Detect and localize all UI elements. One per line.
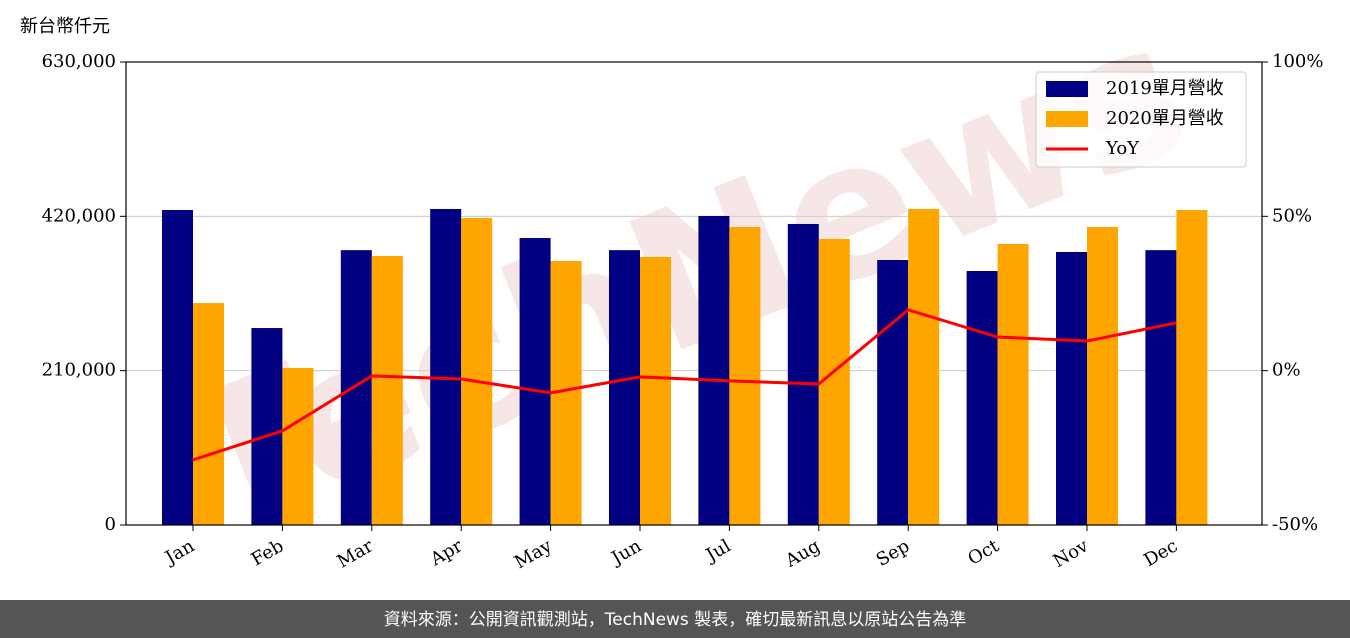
x-tick-label: Jan	[160, 535, 198, 569]
legend-label: 2020單月營收	[1106, 108, 1224, 129]
bar	[1176, 210, 1208, 526]
bar	[430, 208, 462, 525]
legend-label: YoY	[1105, 138, 1140, 159]
bar	[877, 259, 909, 525]
bar	[698, 215, 730, 525]
line	[192, 308, 1177, 462]
x-tick-label: Jun	[606, 535, 645, 570]
plot-frame	[125, 61, 1263, 526]
bar	[908, 208, 940, 525]
bar	[519, 238, 551, 525]
x-tick-label: Jul	[701, 535, 735, 567]
y-tick-label: 630,000	[42, 51, 116, 72]
bar	[162, 210, 193, 526]
bar	[282, 368, 314, 525]
x-tick-label: Oct	[964, 535, 1003, 570]
x-tick-label: Aug	[781, 535, 824, 572]
legend-swatch	[1046, 81, 1088, 97]
y2-tick-label: 50%	[1272, 205, 1312, 226]
legend-frame	[1035, 71, 1247, 168]
y-tick-label: 0	[105, 514, 116, 535]
y2-tick-label: 100%	[1272, 51, 1323, 72]
bar	[251, 328, 283, 525]
x-tick-label: Apr	[426, 535, 466, 570]
unit-label: 新台幣仟元	[20, 16, 110, 37]
x-tick-label: Dec	[1140, 535, 1181, 571]
bar	[818, 238, 850, 526]
bar	[609, 250, 640, 525]
bar	[729, 226, 761, 525]
x-tick-label: Nov	[1050, 535, 1093, 572]
bar	[640, 256, 671, 525]
y-tick-label: 210,000	[42, 360, 116, 381]
bar	[997, 243, 1029, 525]
x-tick-label: Mar	[334, 535, 378, 572]
bar	[787, 223, 819, 525]
bar	[340, 250, 372, 525]
bar	[193, 303, 224, 525]
footer-bar	[0, 600, 1350, 638]
bar	[1087, 226, 1118, 525]
y-tick-label: 420,000	[42, 205, 116, 226]
x-tick-label: May	[511, 535, 556, 573]
bar	[1056, 251, 1087, 525]
bar	[371, 256, 403, 525]
bar	[1145, 250, 1177, 525]
legend-label: 2019單月營收	[1106, 78, 1224, 99]
footer: 資料來源：公開資訊觀測站，TechNews 製表，確切最新訊息以原站公告為準	[384, 610, 966, 630]
legend-swatch	[1046, 111, 1088, 127]
bar	[966, 271, 998, 525]
bar	[461, 218, 493, 525]
x-tick-label: Sep	[873, 535, 913, 570]
y2-tick-label: -50%	[1272, 514, 1318, 535]
y2-tick-label: 0%	[1272, 360, 1301, 381]
